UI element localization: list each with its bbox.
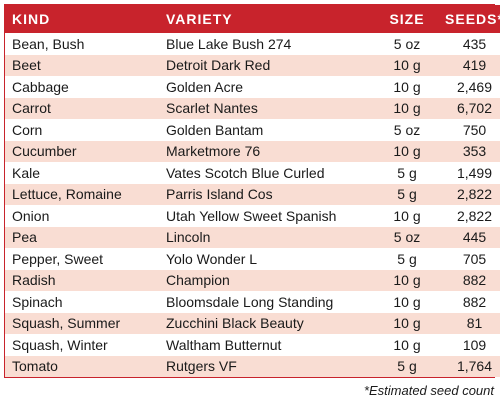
table-row: Carrot Scarlet Nantes 10 g 6,702 [5,97,500,119]
table-row: Lettuce, Romaine Parris Island Cos 5 g 2… [5,183,500,205]
cell-variety: Detroit Dark Red [162,54,372,76]
cell-seeds: 6,702 [442,97,500,119]
cell-kind: Squash, Summer [5,312,162,334]
cell-seeds: 2,469 [442,76,500,98]
cell-kind: Lettuce, Romaine [5,183,162,205]
cell-size: 10 g [372,205,442,227]
table-row: Beet Detroit Dark Red 10 g 419 [5,54,500,76]
cell-seeds: 419 [442,54,500,76]
header-row: KIND VARIETY SIZE SEEDS* [5,5,500,33]
cell-seeds: 2,822 [442,183,500,205]
cell-kind: Pea [5,226,162,248]
table-body: Bean, Bush Blue Lake Bush 274 5 oz 435 B… [5,33,500,377]
cell-size: 10 g [372,76,442,98]
table-row: Onion Utah Yellow Sweet Spanish 10 g 2,8… [5,205,500,227]
table-row: Cucumber Marketmore 76 10 g 353 [5,140,500,162]
cell-variety: Scarlet Nantes [162,97,372,119]
cell-variety: Lincoln [162,226,372,248]
cell-variety: Yolo Wonder L [162,248,372,270]
table-row: Spinach Bloomsdale Long Standing 10 g 88… [5,291,500,313]
cell-variety: Waltham Butternut [162,334,372,356]
cell-kind: Carrot [5,97,162,119]
cell-size: 10 g [372,312,442,334]
table-row: Kale Vates Scotch Blue Curled 5 g 1,499 [5,162,500,184]
cell-kind: Cabbage [5,76,162,98]
cell-seeds: 81 [442,312,500,334]
cell-variety: Utah Yellow Sweet Spanish [162,205,372,227]
cell-size: 10 g [372,140,442,162]
cell-seeds: 1,764 [442,355,500,377]
cell-size: 5 g [372,162,442,184]
cell-kind: Spinach [5,291,162,313]
cell-size: 5 g [372,248,442,270]
column-header-kind: KIND [5,5,162,33]
cell-seeds: 705 [442,248,500,270]
cell-seeds: 750 [442,119,500,141]
table-row: Corn Golden Bantam 5 oz 750 [5,119,500,141]
cell-variety: Blue Lake Bush 274 [162,33,372,55]
table-row: Squash, Winter Waltham Butternut 10 g 10… [5,334,500,356]
cell-seeds: 1,499 [442,162,500,184]
cell-kind: Corn [5,119,162,141]
cell-size: 5 oz [372,226,442,248]
cell-kind: Onion [5,205,162,227]
cell-variety: Marketmore 76 [162,140,372,162]
cell-size: 10 g [372,269,442,291]
cell-size: 5 oz [372,33,442,55]
column-header-size: SIZE [372,5,442,33]
cell-variety: Zucchini Black Beauty [162,312,372,334]
table-row: Pea Lincoln 5 oz 445 [5,226,500,248]
cell-size: 5 g [372,183,442,205]
cell-size: 5 oz [372,119,442,141]
cell-seeds: 435 [442,33,500,55]
cell-kind: Kale [5,162,162,184]
cell-kind: Beet [5,54,162,76]
cell-size: 10 g [372,97,442,119]
cell-kind: Tomato [5,355,162,377]
table-header: KIND VARIETY SIZE SEEDS* [5,5,500,33]
cell-kind: Bean, Bush [5,33,162,55]
table-row: Tomato Rutgers VF 5 g 1,764 [5,355,500,377]
cell-variety: Rutgers VF [162,355,372,377]
cell-variety: Parris Island Cos [162,183,372,205]
cell-variety: Bloomsdale Long Standing [162,291,372,313]
cell-size: 10 g [372,54,442,76]
cell-variety: Champion [162,269,372,291]
cell-seeds: 2,822 [442,205,500,227]
cell-seeds: 882 [442,291,500,313]
cell-kind: Cucumber [5,140,162,162]
cell-variety: Vates Scotch Blue Curled [162,162,372,184]
cell-seeds: 882 [442,269,500,291]
seed-table-container: KIND VARIETY SIZE SEEDS* Bean, Bush Blue… [4,4,500,378]
seed-table: KIND VARIETY SIZE SEEDS* Bean, Bush Blue… [5,5,500,377]
cell-kind: Squash, Winter [5,334,162,356]
table-row: Pepper, Sweet Yolo Wonder L 5 g 705 [5,248,500,270]
column-header-seeds: SEEDS* [442,5,500,33]
table-row: Cabbage Golden Acre 10 g 2,469 [5,76,500,98]
table-row: Radish Champion 10 g 882 [5,269,500,291]
cell-variety: Golden Bantam [162,119,372,141]
cell-size: 5 g [372,355,442,377]
cell-seeds: 353 [442,140,500,162]
cell-seeds: 109 [442,334,500,356]
table-row: Squash, Summer Zucchini Black Beauty 10 … [5,312,500,334]
table-row: Bean, Bush Blue Lake Bush 274 5 oz 435 [5,33,500,55]
cell-kind: Pepper, Sweet [5,248,162,270]
footnote: *Estimated seed count [363,383,494,398]
cell-seeds: 445 [442,226,500,248]
cell-size: 10 g [372,334,442,356]
cell-size: 10 g [372,291,442,313]
cell-variety: Golden Acre [162,76,372,98]
cell-kind: Radish [5,269,162,291]
column-header-variety: VARIETY [162,5,372,33]
